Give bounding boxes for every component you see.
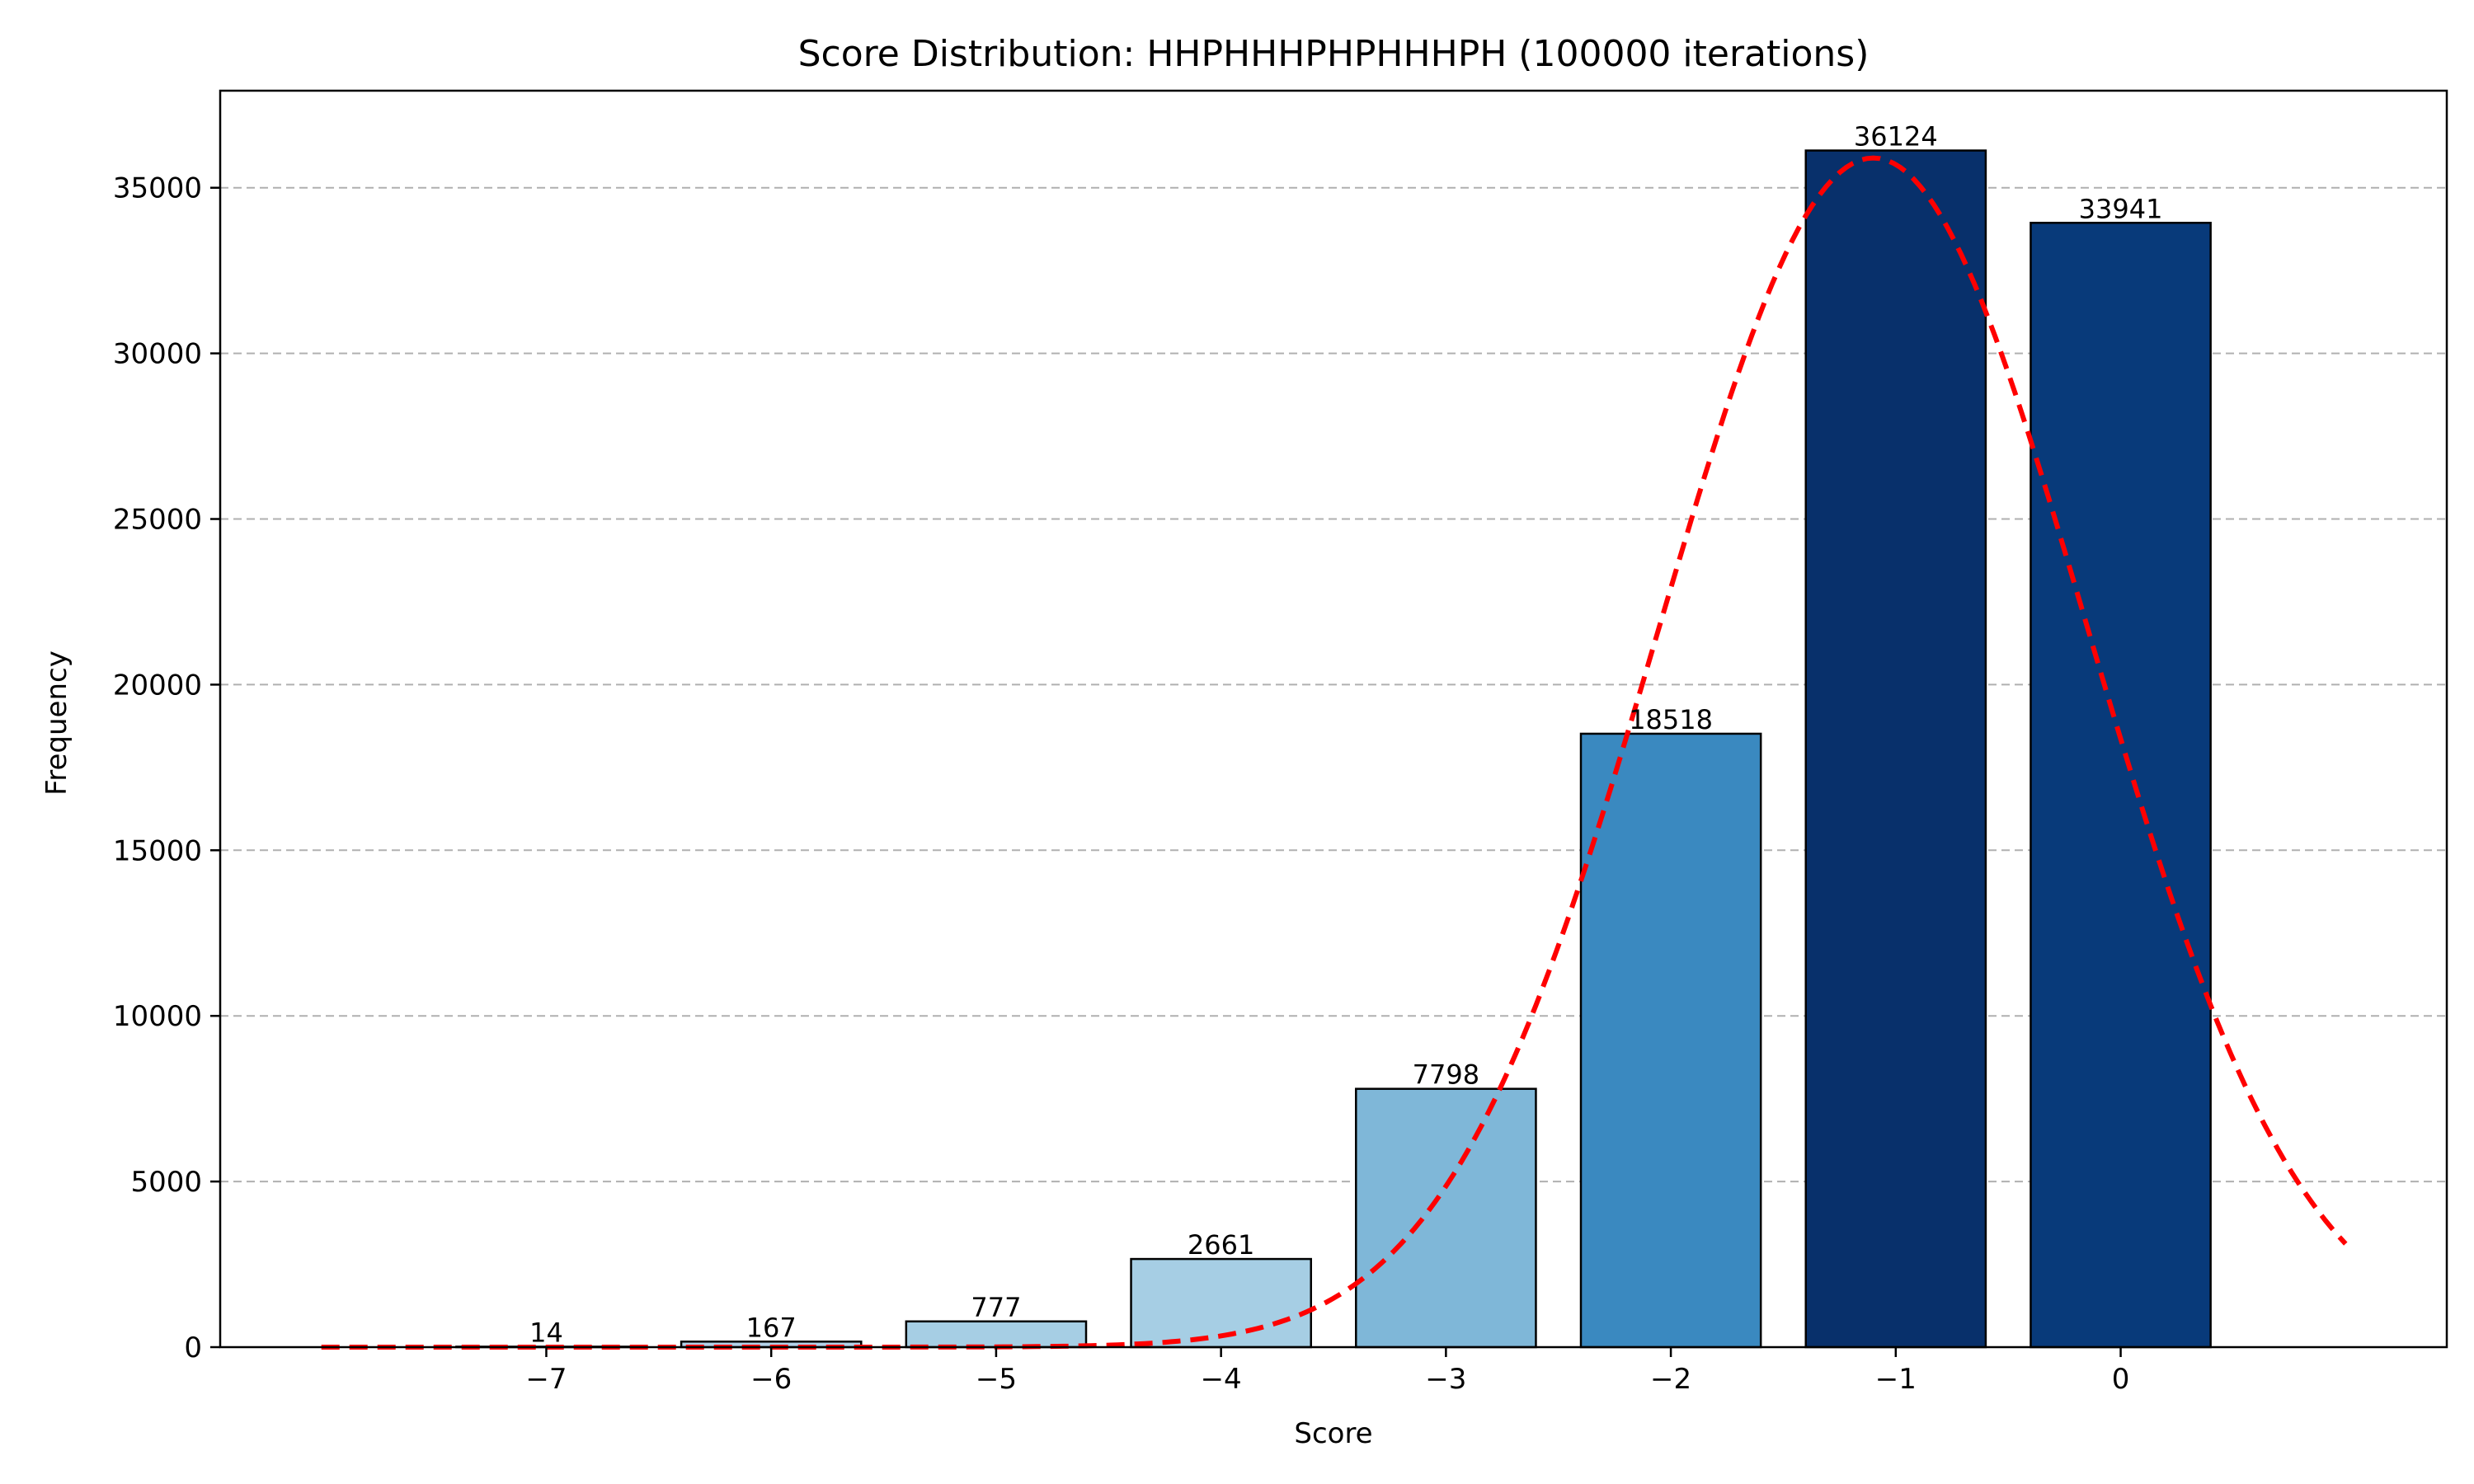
x-tick-label: −2 — [1650, 1363, 1691, 1396]
x-axis-label: Score — [1294, 1417, 1372, 1450]
bar-value-label: 777 — [971, 1292, 1021, 1323]
y-tick-label: 10000 — [113, 1000, 202, 1033]
bar — [2030, 222, 2212, 1349]
y-tick-label: 15000 — [113, 834, 202, 867]
bar-value-label: 167 — [746, 1312, 797, 1343]
bar — [1355, 1087, 1537, 1349]
bar-value-label: 7798 — [1413, 1059, 1479, 1091]
bar-value-labels: 14 167 777 2661 7798 18518 36124 33941 — [529, 121, 2162, 1349]
bar — [1579, 732, 1762, 1349]
x-tick-label: −1 — [1875, 1363, 1917, 1396]
chart-title: Score Distribution: HHPHHHPHPHHHPH (1000… — [798, 33, 1870, 75]
y-tick-label: 25000 — [113, 504, 202, 537]
x-tick-label: −5 — [976, 1363, 1017, 1396]
x-axis-ticks: −7 −6 −5 −4 −3 −2 −1 0 — [525, 1347, 2129, 1396]
y-tick-label: 30000 — [113, 338, 202, 371]
bar — [1804, 149, 1987, 1349]
y-tick-label: 20000 — [113, 669, 202, 702]
bar-value-label: 14 — [529, 1317, 563, 1348]
bar — [905, 1320, 1088, 1349]
bars — [455, 149, 2212, 1349]
x-tick-label: −6 — [750, 1363, 792, 1396]
bar-value-label: 2661 — [1188, 1229, 1254, 1261]
y-tick-label: 35000 — [113, 172, 202, 205]
y-axis-label: Frequency — [40, 650, 73, 796]
bar-value-label: 36124 — [1854, 121, 1938, 153]
bar-value-label: 33941 — [2079, 193, 2163, 224]
x-tick-label: −3 — [1425, 1363, 1466, 1396]
y-axis-ticks: 0 5000 10000 15000 20000 25000 30000 35000 — [113, 172, 220, 1364]
plot-frame — [219, 89, 2448, 1349]
x-tick-label: 0 — [2112, 1363, 2130, 1396]
y-tick-label: 0 — [184, 1331, 202, 1364]
bar-value-label: 18518 — [1629, 704, 1713, 735]
x-tick-label: −7 — [525, 1363, 567, 1396]
x-tick-label: −4 — [1201, 1363, 1242, 1396]
y-tick-label: 5000 — [130, 1166, 202, 1199]
